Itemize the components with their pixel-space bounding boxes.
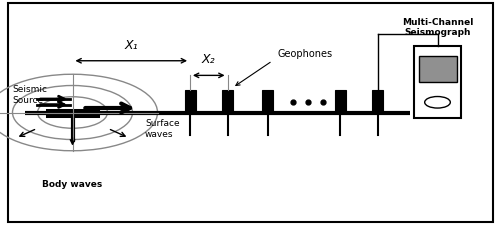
Text: Multi-Channel
Seismograph: Multi-Channel Seismograph [402, 18, 473, 37]
Bar [414, 46, 461, 118]
Text: Seismic
Source: Seismic Source [12, 86, 48, 105]
Text: Body waves: Body waves [42, 180, 102, 189]
Text: Surface
waves: Surface waves [145, 119, 180, 139]
Bar [334, 90, 345, 112]
Text: X₁: X₁ [124, 39, 138, 52]
Circle shape [424, 97, 450, 108]
Bar [184, 90, 196, 112]
Text: X₂: X₂ [202, 53, 215, 66]
Bar [222, 90, 233, 112]
Bar [418, 56, 457, 82]
Bar [372, 90, 383, 112]
Bar [262, 90, 273, 112]
Text: Geophones: Geophones [278, 49, 332, 59]
